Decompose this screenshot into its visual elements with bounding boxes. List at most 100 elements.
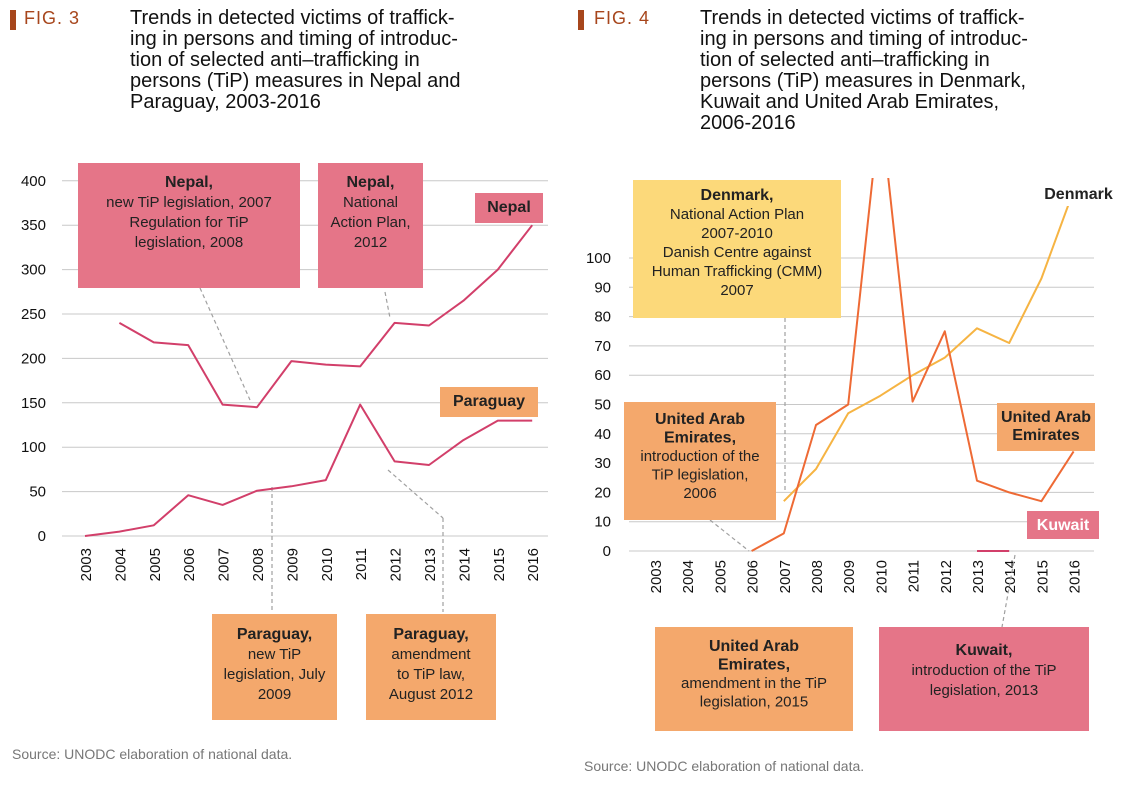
annotation-leader-line <box>1001 554 1016 628</box>
figure-marker <box>10 10 16 30</box>
annotation-text: TiP legislation, <box>652 467 749 484</box>
y-tick-label: 50 <box>594 397 611 414</box>
annotation-text: amendment <box>391 646 471 663</box>
annotation-box <box>624 402 776 520</box>
annotation-title: Emirates, <box>718 657 790 674</box>
annotation-box <box>78 163 300 288</box>
title-line: Trends in detected victims of traffick- <box>130 7 455 29</box>
annotation-text: 2007 <box>720 282 753 299</box>
annotation-text: 2009 <box>258 686 291 703</box>
figure-4-panel: FIG. 4 Trends in detected victims of tra… <box>567 0 1134 787</box>
annotation-title: United Arab <box>655 411 745 428</box>
figure-title: Trends in detected victims of traffick- … <box>700 8 1120 134</box>
y-tick-label: 20 <box>594 484 611 501</box>
title-line: tion of selected anti–trafficking in <box>130 49 420 71</box>
y-tick-label: 80 <box>594 309 611 326</box>
y-tick-label: 50 <box>29 484 46 501</box>
title-line: tion of selected anti–trafficking in <box>700 49 990 71</box>
x-tick-label: 2016 <box>1067 560 1084 593</box>
annotation-text: August 2012 <box>389 686 473 703</box>
annotation-text: new TiP legislation, 2007 <box>106 194 272 211</box>
y-tick-label: 90 <box>594 279 611 296</box>
annotation-text: amendment in the TiP <box>681 675 827 692</box>
x-tick-label: 2008 <box>250 548 267 581</box>
figure-label: FIG. 3 <box>24 8 81 28</box>
series-label-box <box>475 193 543 223</box>
figure-label: FIG. 4 <box>594 8 651 28</box>
annotation-text: 2007-2010 <box>701 225 773 242</box>
title-line: ing in persons and timing of introduc- <box>700 28 1028 50</box>
annotation-text: Regulation for TiP <box>129 214 248 231</box>
series-label: Denmark <box>1044 186 1113 203</box>
x-tick-label: 2009 <box>284 548 301 581</box>
y-tick-label: 300 <box>21 262 46 279</box>
title-country: Paraguay, <box>130 91 220 113</box>
chart-fig4: 0 10 20 30 40 50 60 70 80 90 100 2003 2004 2005 2006 20… <box>586 178 1130 731</box>
annotation-leader-line <box>387 469 444 519</box>
title-line: Paraguay, 2003-2016 <box>130 92 550 113</box>
x-tick-label: 2007 <box>777 560 794 593</box>
annotation-text: Danish Centre against <box>663 244 812 261</box>
x-tick-label: 2009 <box>841 560 858 593</box>
annotation-box <box>318 163 423 288</box>
annotation-title: United Arab <box>709 638 799 655</box>
x-tick-label: 2006 <box>745 560 762 593</box>
annotation-text: to TiP law, <box>397 666 465 683</box>
annotation-text: Human Trafficking (CMM) <box>652 263 823 280</box>
y-tick-label: 150 <box>21 395 46 412</box>
series-label: Paraguay <box>453 393 525 410</box>
x-tick-label: 2010 <box>319 548 336 581</box>
annotation-box <box>633 180 841 318</box>
annotation-text: legislation, 2015 <box>700 694 808 711</box>
y-tick-label: 200 <box>21 350 46 367</box>
title-line: persons (TiP) measures in Denmark, <box>700 70 1027 92</box>
chart-fig3: 0 50 100 150 200 250 300 350 400 2003 2004 2005 2006… <box>21 163 548 720</box>
annotation-text: National <box>343 194 398 211</box>
x-tick-label: 2016 <box>525 548 542 581</box>
x-tick-label: 2011 <box>353 548 370 580</box>
annotation-text: 2012 <box>354 234 387 251</box>
annotation-leader-line <box>384 291 391 319</box>
series-label-box <box>997 403 1095 451</box>
title-line: Trends in detected victims of traffick- <box>700 7 1025 29</box>
annotation-title: Kuwait, <box>956 642 1013 659</box>
annotation-title: Paraguay, <box>393 626 468 643</box>
title-line: persons (TiP) measures in Nepal and <box>130 70 461 92</box>
x-tick-label: 2012 <box>388 548 405 581</box>
annotation-title: Nepal, <box>346 174 394 191</box>
x-tick-label: 2013 <box>422 548 439 581</box>
source-note: Source: UNODC elaboration of national da… <box>12 746 293 762</box>
x-tick-label: 2011 <box>906 560 923 592</box>
y-tick-label: 60 <box>594 367 611 384</box>
y-tick-label: 70 <box>594 338 611 355</box>
series-label: Kuwait <box>1037 517 1090 534</box>
x-tick-label: 2015 <box>1034 560 1051 593</box>
x-tick-label: 2013 <box>970 560 987 593</box>
series-label-box <box>1027 180 1130 206</box>
series-line-paraguay <box>84 403 533 537</box>
annotation-text: legislation, 2008 <box>135 234 243 251</box>
title-line: Kuwait and United Arab Emirates, <box>700 91 1000 113</box>
x-tick-label: 2005 <box>147 548 164 581</box>
x-tick-label: 2014 <box>456 548 473 581</box>
figure-3-panel: FIG. 3 Trends in detected victims of tra… <box>0 0 560 787</box>
x-tick-label: 2010 <box>873 560 890 593</box>
annotation-text: introduction of the TiP <box>911 662 1056 679</box>
annotation-box <box>655 627 853 731</box>
annotation-leader-line <box>199 287 251 401</box>
x-tick-label: 2006 <box>181 548 198 581</box>
annotation-title: Denmark, <box>701 187 774 204</box>
y-tick-label: 30 <box>594 455 611 472</box>
title-line: ing in persons and timing of introduc- <box>130 28 458 50</box>
x-tick-label: 2005 <box>712 560 729 593</box>
y-tick-label: 10 <box>594 514 611 531</box>
annotation-text: 2006 <box>683 485 716 502</box>
y-tick-label: 0 <box>603 543 611 560</box>
x-tick-label: 2003 <box>648 560 665 593</box>
annotation-box <box>879 627 1089 731</box>
series-line-united-arab-emirates <box>751 178 1075 552</box>
y-tick-label: 40 <box>594 426 611 443</box>
annotation-text: introduction of the <box>640 448 759 465</box>
figure-marker <box>578 10 584 30</box>
series-label-box <box>1027 511 1099 539</box>
